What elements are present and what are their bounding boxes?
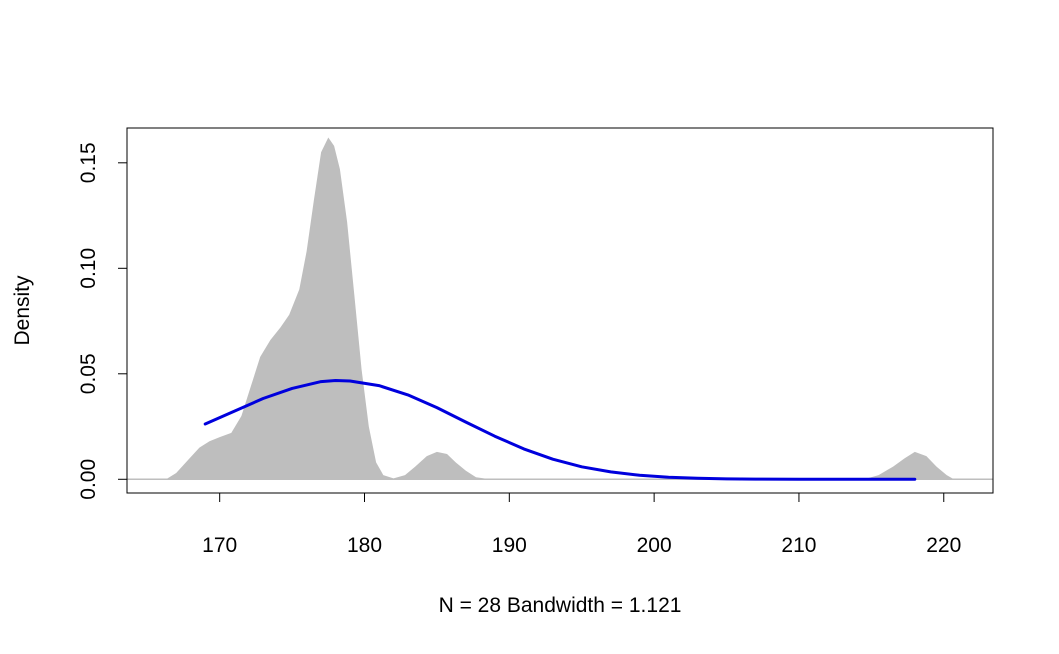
normal-curve-line — [203, 379, 917, 481]
x-axis-label: N = 28 Bandwidth = 1.121 — [439, 594, 682, 617]
y-axis: 0.00 0.05 0.10 0.15 — [77, 142, 128, 500]
x-tick-label: 210 — [781, 534, 816, 557]
density-area-layer — [166, 137, 954, 480]
x-tick-label: 190 — [492, 534, 527, 557]
x-tick-label: 180 — [347, 534, 382, 557]
y-tick-label: 0.00 — [77, 459, 100, 500]
normal-curve-layer — [203, 379, 917, 481]
y-tick-label: 0.10 — [77, 248, 100, 289]
x-tick-label: 170 — [202, 534, 237, 557]
x-tick-label: 220 — [926, 534, 961, 557]
x-axis: 170 180 190 200 210 220 — [202, 492, 961, 557]
y-tick-label: 0.15 — [77, 142, 100, 183]
density-area — [166, 137, 954, 480]
y-tick-label: 0.05 — [77, 353, 100, 394]
x-tick-label: 200 — [637, 534, 672, 557]
y-axis-label: Density — [11, 275, 34, 346]
